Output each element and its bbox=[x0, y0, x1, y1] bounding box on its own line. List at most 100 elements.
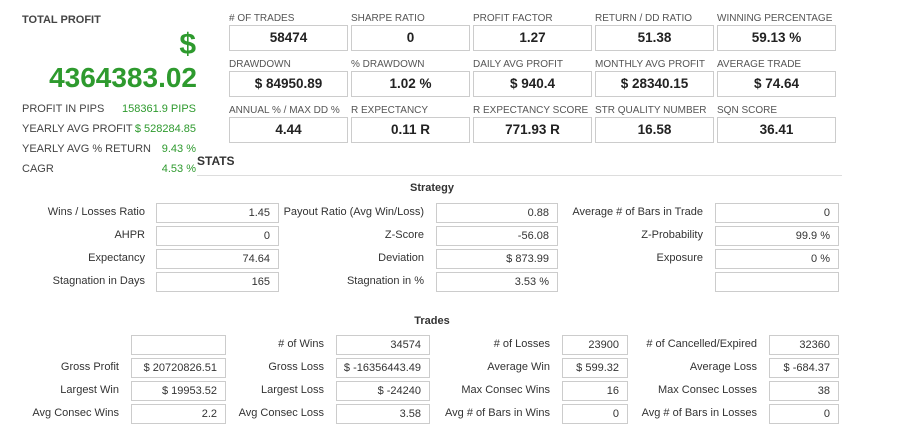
metric-value: 771.93 R bbox=[473, 117, 592, 143]
stat-label: Avg # of Bars in Wins bbox=[445, 407, 550, 419]
stat-label: Stagnation in % bbox=[346, 275, 424, 287]
metric-value: 4.44 bbox=[229, 117, 348, 143]
metric-label: ANNUAL % / MAX DD % bbox=[229, 105, 340, 116]
metric-value: $ 940.4 bbox=[473, 71, 592, 97]
stat-value: $ 20720826.51 bbox=[131, 358, 226, 378]
stat-label: Wins / Losses Ratio bbox=[47, 206, 145, 218]
stat-label: Expectancy bbox=[88, 252, 145, 264]
metric-value: 0 bbox=[351, 25, 470, 51]
stat-value: 23900 bbox=[562, 335, 628, 355]
metric-value: 58474 bbox=[229, 25, 348, 51]
summary-label: YEARLY AVG % RETURN bbox=[22, 143, 151, 155]
stat-value: 0 bbox=[156, 226, 279, 246]
stat-label: # of Losses bbox=[493, 338, 550, 350]
stat-value: 0 bbox=[562, 404, 628, 424]
stat-label: Payout Ratio (Avg Win/Loss) bbox=[283, 206, 424, 218]
metric-label: R EXPECTANCY SCORE bbox=[473, 105, 589, 116]
summary-value: 4.53 % bbox=[161, 163, 196, 175]
stat-value: 34574 bbox=[336, 335, 430, 355]
metric-label: DRAWDOWN bbox=[229, 59, 291, 70]
metric-value: 1.27 bbox=[473, 25, 592, 51]
metric-label: RETURN / DD RATIO bbox=[595, 13, 693, 24]
stat-label: Avg Consec Loss bbox=[238, 407, 324, 419]
stat-label: Gross Profit bbox=[60, 361, 119, 373]
stat-label: # of Wins bbox=[278, 338, 324, 350]
summary-label: CAGR bbox=[22, 163, 54, 175]
stat-label: Stagnation in Days bbox=[52, 275, 145, 287]
metric-value: 16.58 bbox=[595, 117, 714, 143]
stat-label: # of Cancelled/Expired bbox=[646, 338, 757, 350]
stat-label: Average Win bbox=[487, 361, 550, 373]
stat-value: $ 873.99 bbox=[436, 249, 558, 269]
metric-label: SQN SCORE bbox=[717, 105, 778, 116]
stat-value: 38 bbox=[769, 381, 839, 401]
currency: $ bbox=[179, 28, 196, 61]
stat-label: Max Consec Wins bbox=[461, 384, 550, 396]
stat-label: Exposure bbox=[656, 252, 703, 264]
metric-label: STR QUALITY NUMBER bbox=[595, 105, 707, 116]
stat-value: 0 bbox=[715, 203, 839, 223]
stat-label: Z-Score bbox=[384, 229, 424, 241]
metric-value: 1.02 % bbox=[351, 71, 470, 97]
stat-label: Z-Probability bbox=[641, 229, 703, 241]
stat-value: 74.64 bbox=[156, 249, 279, 269]
metric-label: PROFIT FACTOR bbox=[473, 13, 553, 24]
total-profit-label: TOTAL PROFIT bbox=[22, 14, 101, 26]
stat-label: Avg Consec Wins bbox=[32, 407, 119, 419]
stat-value: 2.2 bbox=[131, 404, 226, 424]
empty-box bbox=[131, 335, 226, 355]
strategy-title: Strategy bbox=[409, 182, 455, 194]
stat-value: 0.88 bbox=[436, 203, 558, 223]
metric-label: DAILY AVG PROFIT bbox=[473, 59, 564, 70]
stat-label: AHPR bbox=[114, 229, 145, 241]
stat-value: $ -16356443.49 bbox=[336, 358, 430, 378]
stat-value: 0 bbox=[769, 404, 839, 424]
summary-value: 9.43 % bbox=[161, 143, 196, 155]
metric-label: WINNING PERCENTAGE bbox=[717, 13, 833, 24]
stat-value: 1.45 bbox=[156, 203, 279, 223]
empty-box bbox=[715, 272, 839, 292]
metric-label: R EXPECTANCY bbox=[351, 105, 429, 116]
stat-label: Largest Win bbox=[60, 384, 119, 396]
summary-label: PROFIT IN PIPS bbox=[22, 103, 105, 115]
stat-value: $ -24240 bbox=[336, 381, 430, 401]
metric-value: 0.11 R bbox=[351, 117, 470, 143]
stat-label: Average Loss bbox=[689, 361, 757, 373]
stat-value: -56.08 bbox=[436, 226, 558, 246]
metric-value: 36.41 bbox=[717, 117, 836, 143]
metric-value: $ 84950.89 bbox=[229, 71, 348, 97]
metric-label: AVERAGE TRADE bbox=[717, 59, 802, 70]
stat-label: Max Consec Losses bbox=[657, 384, 757, 396]
stat-value: 3.53 % bbox=[436, 272, 558, 292]
stat-label: Average # of Bars in Trade bbox=[572, 206, 703, 218]
stat-value: 165 bbox=[156, 272, 279, 292]
stat-value: 0 % bbox=[715, 249, 839, 269]
stat-value: 3.58 bbox=[336, 404, 430, 424]
metric-value: 51.38 bbox=[595, 25, 714, 51]
stats-title: STATS bbox=[197, 154, 235, 168]
stat-value: 99.9 % bbox=[715, 226, 839, 246]
metric-value: $ 28340.15 bbox=[595, 71, 714, 97]
stat-label: Avg # of Bars in Losses bbox=[641, 407, 757, 419]
summary-value: 158361.9 PIPS bbox=[121, 103, 196, 115]
metric-value: $ 74.64 bbox=[717, 71, 836, 97]
metric-label: MONTHLY AVG PROFIT bbox=[595, 59, 706, 70]
stat-value: $ 19953.52 bbox=[131, 381, 226, 401]
metric-label: % DRAWDOWN bbox=[351, 59, 425, 70]
stat-value: 16 bbox=[562, 381, 628, 401]
metric-label: SHARPE RATIO bbox=[351, 13, 425, 24]
stat-value: 32360 bbox=[769, 335, 839, 355]
stat-label: Largest Loss bbox=[261, 384, 324, 396]
metric-label: # OF TRADES bbox=[229, 13, 295, 24]
summary-value: $ 528284.85 bbox=[134, 123, 196, 135]
summary-label: YEARLY AVG PROFIT bbox=[22, 123, 133, 135]
total-profit: 4364383.02 bbox=[49, 62, 197, 93]
metric-value: 59.13 % bbox=[717, 25, 836, 51]
stat-value: $ 599.32 bbox=[562, 358, 628, 378]
stat-value: $ -684.37 bbox=[769, 358, 839, 378]
trades-title: Trades bbox=[414, 315, 450, 327]
stat-label: Deviation bbox=[378, 252, 424, 264]
divider bbox=[197, 175, 842, 176]
stat-label: Gross Loss bbox=[268, 361, 324, 373]
